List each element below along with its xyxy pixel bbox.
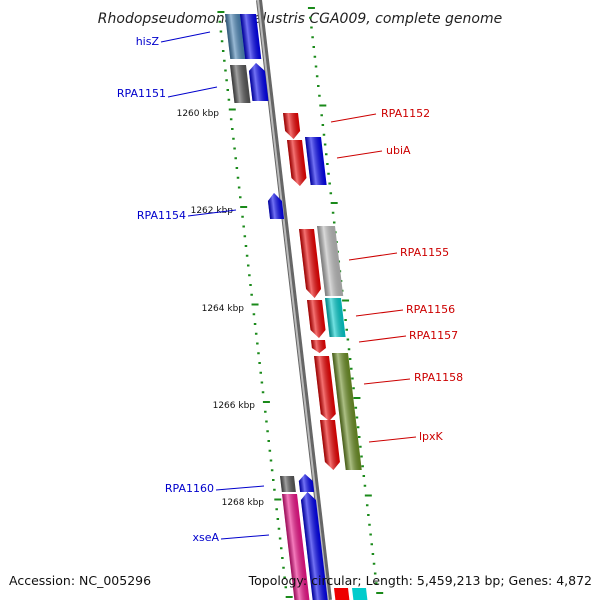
gene-RPA1156-red[interactable] [307,300,326,338]
scale-ticks-right [307,7,384,594]
gene-RPA1157[interactable] [311,340,327,353]
gene-RPA1158-olive[interactable] [332,353,362,470]
gene-RPA1156[interactable] [325,298,346,337]
gene-label-hisZ[interactable]: hisZ [136,35,160,48]
gene-label-RPA1160[interactable]: RPA1160 [165,482,214,495]
gene-label-RPA1152[interactable]: RPA1152 [381,107,430,120]
gene-RPA1151[interactable] [248,63,269,101]
gene-RPA1154[interactable] [267,193,285,219]
gene-label-connectors [160,31,417,540]
gene-RPA1151-gray[interactable] [230,65,251,103]
gene-RPA1155-red[interactable] [299,229,322,298]
gene-label-RPA1155[interactable]: RPA1155 [400,246,449,259]
gene-label-lpxK[interactable]: lpxK [419,430,444,443]
scale-label-1266: 1266 kbp [213,401,256,411]
scale-label-1268: 1268 kbp [222,498,265,508]
scale-ticks-left [217,11,293,598]
gene-label-RPA1151[interactable]: RPA1151 [117,87,166,100]
gene-bottom-red[interactable] [334,588,350,600]
gene-hisZ[interactable] [240,14,262,59]
scale-labels: 1260 kbp 1262 kbp 1264 kbp 1266 kbp 1268… [177,109,265,508]
genes [225,14,368,600]
gene-labels: hisZ RPA1151 RPA1152 ubiA RPA1154 RPA115… [117,35,463,544]
gene-label-RPA1154[interactable]: RPA1154 [137,209,186,222]
gene-label-RPA1158[interactable]: RPA1158 [414,371,463,384]
accession-label: Accession: NC_005296 [9,573,152,588]
gene-RPA1158[interactable] [314,356,337,421]
scale-label-1262: 1262 kbp [191,206,234,216]
scale-label-1260: 1260 kbp [177,109,220,119]
topology-label: Topology: circular; Length: 5,459,213 bp… [248,573,592,588]
gene-RPA1152[interactable] [283,113,301,139]
gene-ubiA[interactable] [305,137,327,185]
scale-label-1264: 1264 kbp [202,304,245,314]
gene-label-RPA1157[interactable]: RPA1157 [409,329,458,342]
gene-ubiA-red[interactable] [287,140,307,186]
gene-RPA1160[interactable] [298,474,315,492]
gene-RPA1160-gray[interactable] [280,476,296,492]
gene-xseA-pink[interactable] [282,494,310,600]
gene-xseA[interactable] [300,492,328,600]
gene-bottom-cyan[interactable] [352,588,368,600]
gene-label-xseA[interactable]: xseA [192,531,219,544]
gene-label-ubiA[interactable]: ubiA [386,144,411,157]
backbone [256,0,332,600]
gene-label-RPA1156[interactable]: RPA1156 [406,303,455,316]
map-title: Rhodopseudomonas palustris CGA009, compl… [98,11,502,27]
gene-lpxK[interactable] [320,420,341,470]
gene-RPA1155[interactable] [317,226,344,296]
gene-hisZ-steel[interactable] [225,14,247,59]
